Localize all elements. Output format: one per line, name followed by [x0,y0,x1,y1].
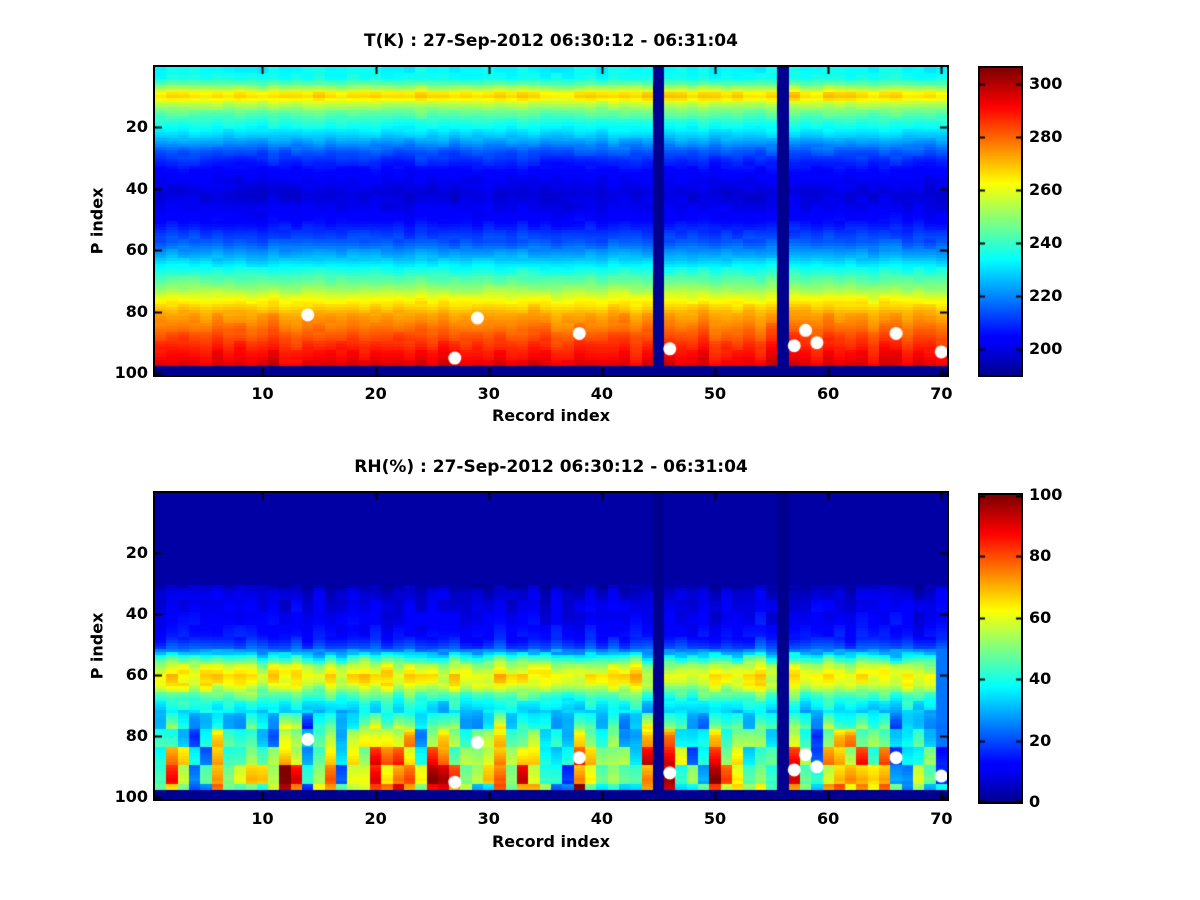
humidity-plot-frame [153,491,949,801]
x-tick-label: 10 [251,384,274,403]
colorbar-tick-label: 80 [1029,546,1052,565]
y-tick-label: 40 [125,178,148,198]
colorbar-tick-label: 200 [1029,339,1063,358]
humidity-title: RH(%) : 27-Sep-2012 06:30:12 - 06:31:04 [354,457,748,477]
colorbar-tick-label: 300 [1029,74,1063,93]
y-tick-label: 100 [114,787,148,807]
y-tick-label: 60 [125,240,148,260]
y-tick-label: 80 [125,301,148,321]
colorbar-tick-label: 280 [1029,127,1063,146]
y-tick-label: 100 [114,363,148,383]
y-tick-label: 20 [125,542,148,562]
humidity-colorbar-canvas [980,495,1021,802]
x-tick-label: 40 [590,809,614,828]
x-tick-label: 60 [817,809,840,828]
temperature-heatmap-canvas [155,67,947,375]
x-tick-label: 70 [930,809,953,828]
temperature-plot-frame [153,65,949,377]
x-tick-label: 20 [364,384,387,403]
x-tick-label: 20 [364,809,387,828]
x-tick-label: 70 [930,384,953,403]
colorbar-tick-label: 40 [1029,669,1052,688]
y-tick-label: 40 [125,603,148,623]
colorbar-tick-label: 220 [1029,286,1063,305]
y-tick-label: 80 [125,726,148,746]
x-tick-label: 50 [703,809,727,828]
humidity-heatmap-canvas [155,493,947,799]
colorbar-tick-label: 20 [1029,731,1052,750]
humidity-colorbar-frame [978,493,1023,804]
y-tick-label: 20 [125,117,148,137]
temperature-title: T(K) : 27-Sep-2012 06:30:12 - 06:31:04 [364,31,738,51]
x-tick-label: 60 [817,384,840,403]
temperature-x-axis-label: Record index [491,406,611,425]
y-tick-label: 60 [125,665,148,685]
x-tick-label: 40 [590,384,614,403]
colorbar-tick-label: 100 [1029,485,1063,504]
colorbar-tick-label: 240 [1029,233,1063,252]
temperature-colorbar-frame [978,66,1023,377]
x-tick-label: 10 [251,809,274,828]
colorbar-tick-label: 0 [1029,792,1041,811]
x-tick-label: 50 [703,384,727,403]
colorbar-tick-label: 260 [1029,180,1063,199]
temperature-colorbar-canvas [980,68,1021,375]
x-tick-label: 30 [477,809,500,828]
humidity-x-axis-label: Record index [491,832,611,851]
x-tick-label: 30 [477,384,500,403]
colorbar-tick-label: 60 [1029,608,1052,627]
